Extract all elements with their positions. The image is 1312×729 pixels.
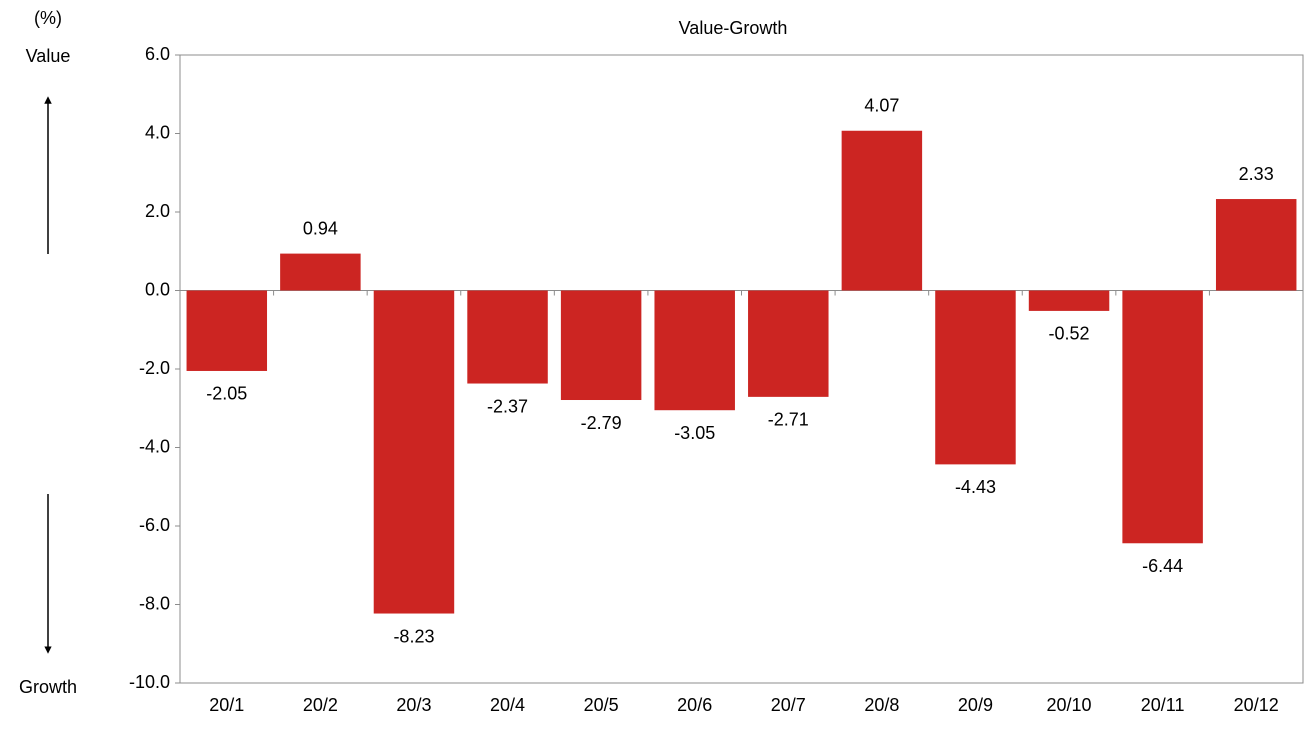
y-tick-label: -4.0 [139,436,170,456]
data-label: -0.52 [1049,324,1090,344]
y-tick-label: -10.0 [129,672,170,692]
y-tick-label: -6.0 [139,515,170,535]
data-label: 4.07 [864,96,899,116]
data-label: -3.05 [674,423,715,443]
data-label: 0.94 [303,218,338,238]
data-label: -2.05 [206,384,247,404]
x-tick-label: 20/6 [677,695,712,715]
bar [654,290,735,411]
x-tick-label: 20/10 [1047,695,1092,715]
x-tick-label: 20/2 [303,695,338,715]
x-tick-label: 20/11 [1141,695,1185,715]
data-label: -8.23 [393,626,434,646]
bar [1028,290,1110,311]
bar [373,290,455,614]
bar [748,290,829,397]
y-tick-label: 2.0 [145,201,170,221]
data-label: -2.79 [581,413,622,433]
bar [935,290,1016,465]
x-tick-label: 20/1 [209,695,244,715]
x-tick-label: 20/5 [584,695,619,715]
x-tick-label: 20/8 [864,695,899,715]
bar [280,253,361,291]
y-tick-label: -2.0 [139,358,170,378]
chart-title: Value-Growth [679,18,788,38]
y-tick-label: 6.0 [145,44,170,64]
bar [467,290,548,384]
x-tick-label: 20/3 [396,695,431,715]
bar [841,130,923,291]
x-tick-label: 20/4 [490,695,525,715]
data-label: -2.71 [768,410,809,430]
x-tick-label: 20/12 [1234,695,1279,715]
bar [560,290,642,401]
y-unit: (%) [34,8,62,28]
annotation: Growth [19,677,77,697]
data-label: 2.33 [1239,164,1274,184]
y-tick-label: -8.0 [139,593,170,613]
data-label: -2.37 [487,396,528,416]
bar [1215,199,1297,291]
annotation: Value [26,46,71,66]
y-tick-label: 0.0 [145,279,170,299]
y-tick-label: 4.0 [145,122,170,142]
x-tick-label: 20/9 [958,695,993,715]
data-label: -6.44 [1142,556,1183,576]
data-label: -4.43 [955,477,996,497]
bar [1122,290,1203,544]
bar [186,290,268,371]
x-tick-label: 20/7 [771,695,806,715]
